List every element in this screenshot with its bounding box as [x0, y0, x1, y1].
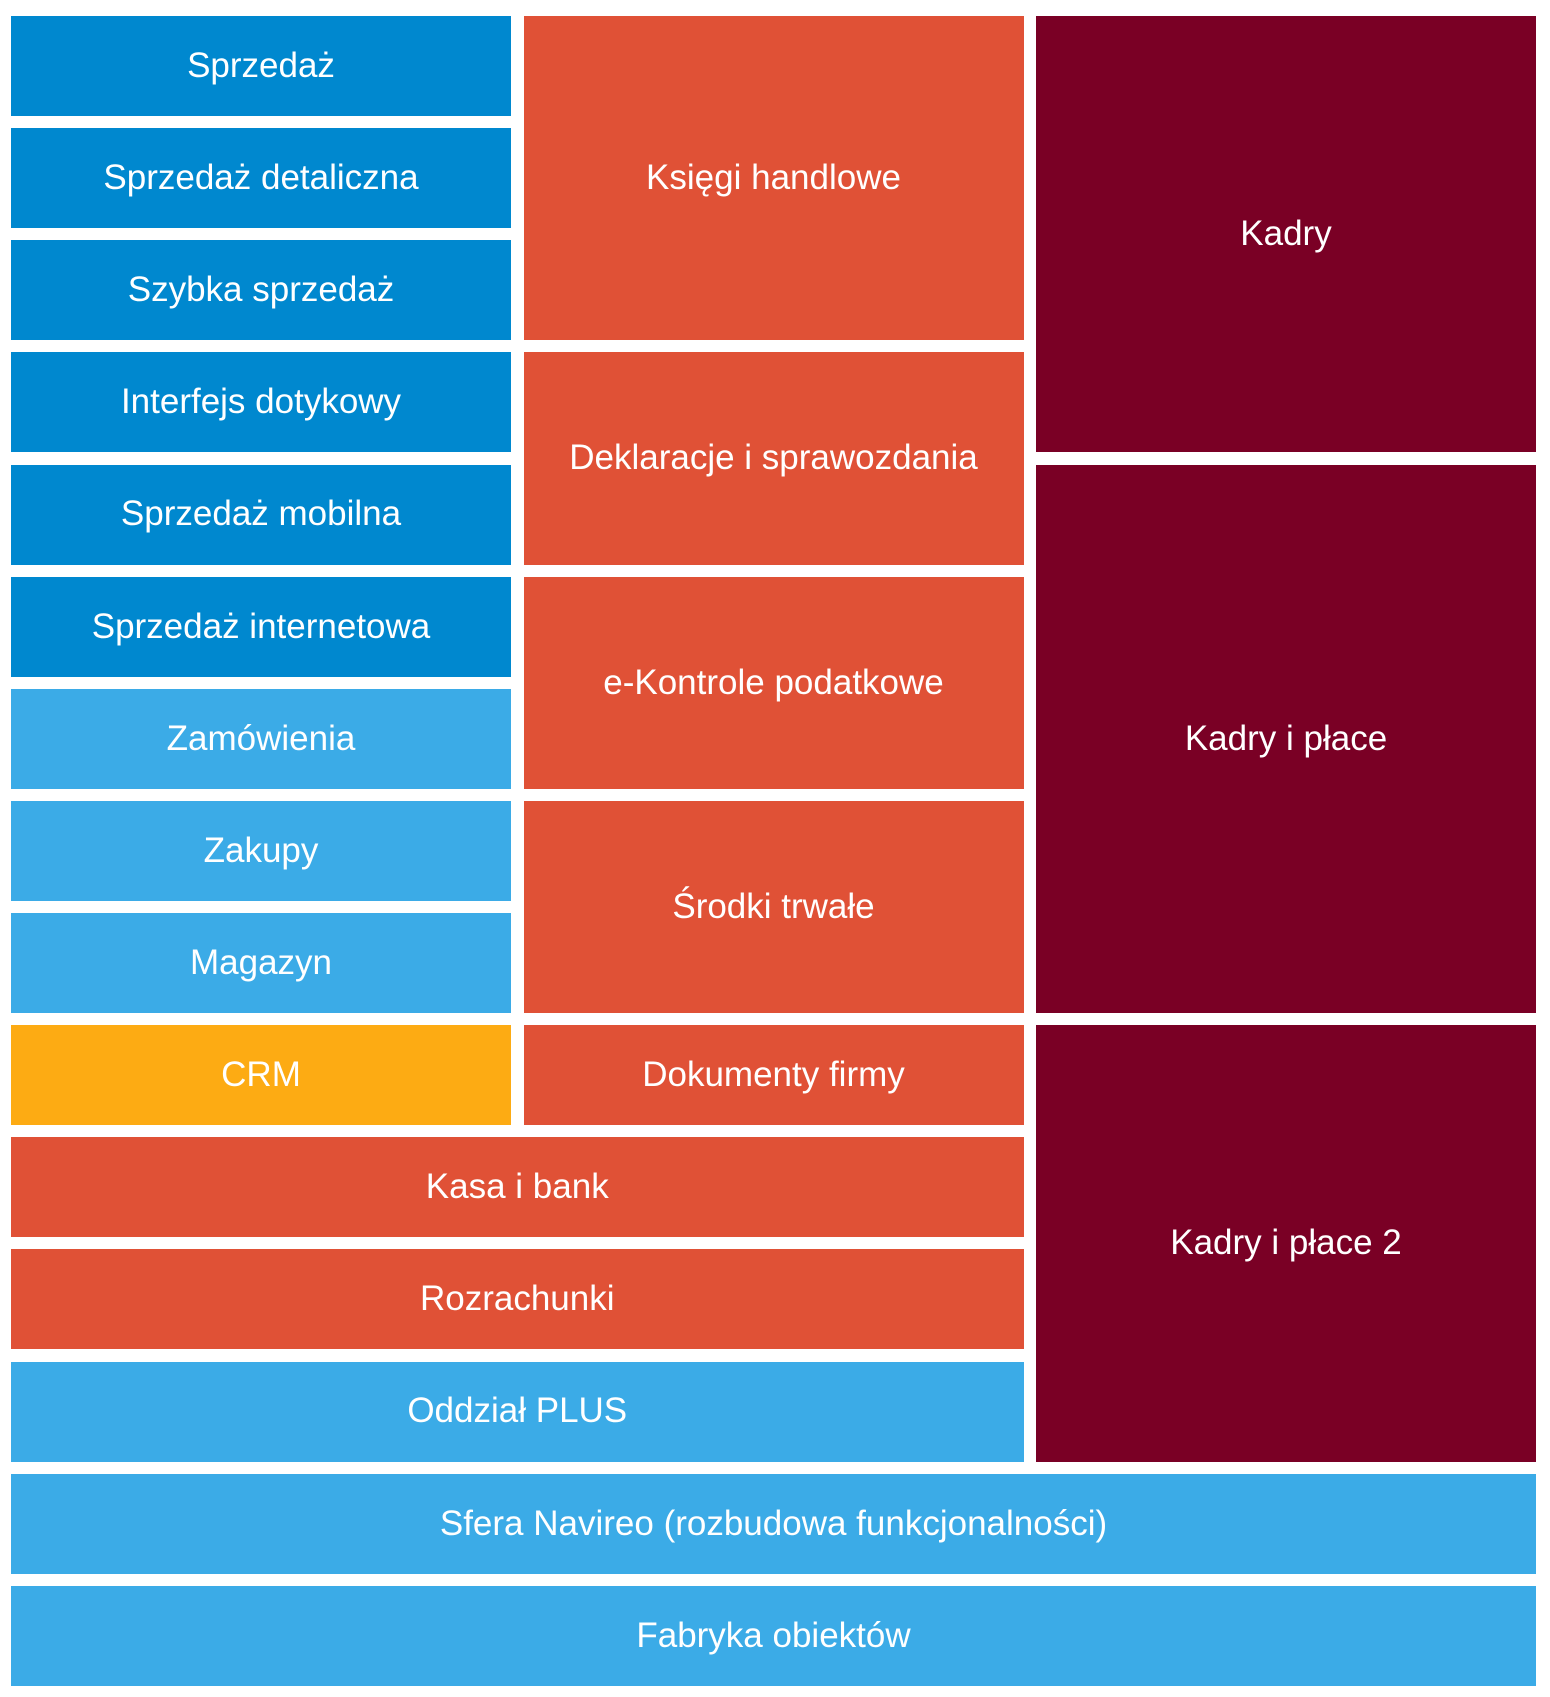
module-label: Sprzedaż detaliczna: [103, 158, 419, 197]
module-label: Szybka sprzedaż: [127, 270, 395, 310]
module-crm[interactable]: CRM: [11, 1025, 511, 1126]
module-kadry-i-place[interactable]: Kadry i płace: [1036, 464, 1536, 1013]
module-label: Kadry: [1240, 214, 1332, 254]
module-label: Kadry i płace 2: [1170, 1223, 1402, 1263]
module-magazyn[interactable]: Magazyn: [11, 913, 511, 1013]
module-srodki-trwale[interactable]: Środki trwałe: [523, 800, 1024, 1013]
module-zamowienia[interactable]: Zamówienia: [11, 688, 511, 789]
module-label: Sfera Navireo (rozbudowa funkcjonalności…: [439, 1503, 1108, 1543]
module-szybka-sprzedaz[interactable]: Szybka sprzedaż: [11, 240, 511, 341]
module-ksiegi-handlowe[interactable]: Księgi handlowe: [523, 16, 1024, 341]
module-label: Sprzedaż internetowa: [91, 606, 431, 646]
module-zakupy[interactable]: Zakupy: [11, 800, 511, 901]
module-dokumenty-firmy[interactable]: Dokumenty firmy: [523, 1025, 1024, 1126]
module-label: Środki trwałe: [672, 886, 875, 926]
module-label: e-Kontrole podatkowe: [603, 662, 944, 702]
module-kadry[interactable]: Kadry: [1036, 16, 1536, 453]
module-label: Księgi handlowe: [646, 158, 901, 197]
module-sfera-navireo[interactable]: Sfera Navireo (rozbudowa funkcjonalności…: [11, 1473, 1536, 1574]
module-sprzedaz-internetowa[interactable]: Sprzedaż internetowa: [11, 576, 511, 677]
module-label: Zamówienia: [166, 718, 356, 758]
module-sprzedaz-mobilna[interactable]: Sprzedaż mobilna: [11, 464, 511, 565]
module-sprzedaz[interactable]: Sprzedaż: [11, 16, 511, 116]
module-label: Kadry i płace: [1184, 718, 1388, 758]
module-e-kontrole-podatkowe[interactable]: e-Kontrole podatkowe: [523, 576, 1024, 789]
module-label: Magazyn: [189, 942, 333, 982]
module-label: Oddział PLUS: [407, 1391, 628, 1431]
module-label: CRM: [221, 1055, 301, 1094]
module-interfejs-dotykowy[interactable]: Interfejs dotykowy: [11, 352, 511, 453]
module-fabryka-obiektow[interactable]: Fabryka obiektów: [11, 1585, 1536, 1686]
module-label: Fabryka obiektów: [636, 1615, 911, 1655]
module-rozrachunki[interactable]: Rozrachunki: [11, 1249, 1024, 1350]
module-oddzial-plus[interactable]: Oddział PLUS: [11, 1361, 1024, 1462]
module-kadry-i-place-2[interactable]: Kadry i płace 2: [1036, 1025, 1536, 1462]
module-label: Sprzedaż mobilna: [120, 494, 402, 534]
module-label: Deklaracje i sprawozdania: [569, 438, 978, 478]
module-label: Zakupy: [203, 830, 319, 870]
module-label: Kasa i bank: [425, 1167, 609, 1207]
module-deklaracje-i-sprawozdania[interactable]: Deklaracje i sprawozdania: [523, 352, 1024, 565]
module-grid: Sprzedaż Sprzedaż detaliczna Szybka sprz…: [11, 16, 1536, 1686]
module-label: Interfejs dotykowy: [120, 382, 402, 422]
module-sprzedaz-detaliczna[interactable]: Sprzedaż detaliczna: [11, 128, 511, 229]
module-kasa-i-bank[interactable]: Kasa i bank: [11, 1137, 1024, 1238]
module-label: Dokumenty firmy: [642, 1055, 905, 1094]
module-label: Rozrachunki: [419, 1279, 615, 1319]
module-label: Sprzedaż: [187, 45, 335, 85]
